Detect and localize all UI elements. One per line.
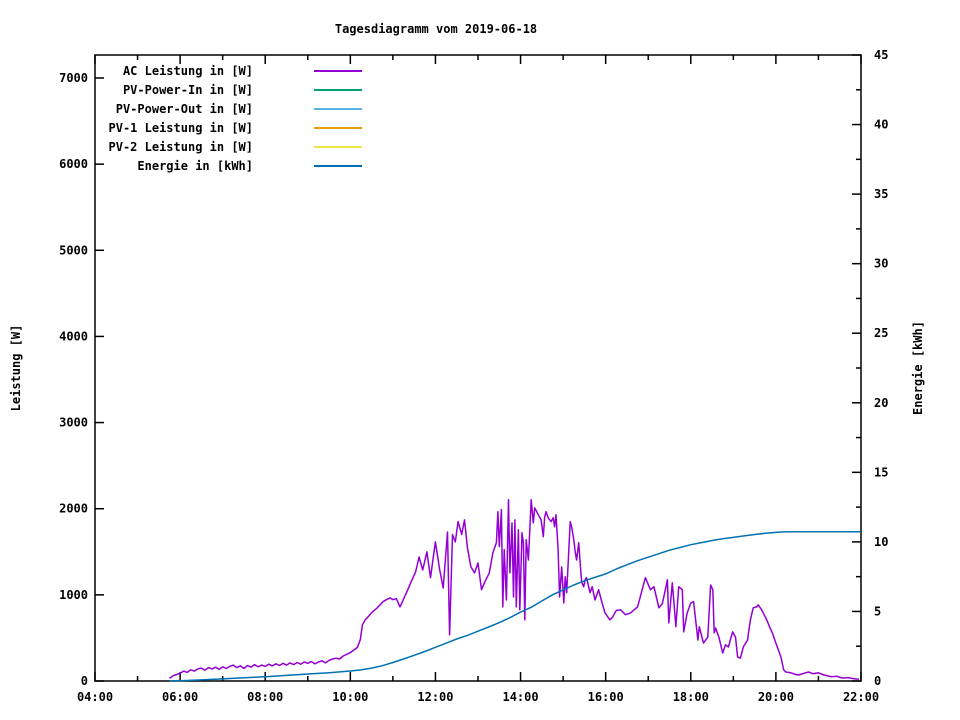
- legend-label: PV-2 Leistung in [W]: [109, 140, 254, 154]
- y2-tick-label: 35: [874, 187, 888, 201]
- x-tick-label: 08:00: [247, 690, 283, 704]
- series-line-energie-in-kwh: [169, 530, 861, 682]
- legend-label: AC Leistung in [W]: [123, 64, 253, 78]
- y2-tick-label: 15: [874, 465, 888, 479]
- x-tick-label: 06:00: [162, 690, 198, 704]
- y2-tick-label: 25: [874, 326, 888, 340]
- x-tick-label: 18:00: [673, 690, 709, 704]
- y-tick-label: 3000: [59, 416, 88, 430]
- y2-tick-label: 0: [874, 674, 881, 688]
- y-tick-label: 2000: [59, 502, 88, 516]
- plot-border: [94, 54, 862, 682]
- y-tick-label: 0: [81, 674, 88, 688]
- legend-label: Energie in [kWh]: [137, 159, 253, 173]
- x-tick-label: 20:00: [758, 690, 794, 704]
- y2-axis-label: Energie [kWh]: [911, 321, 925, 415]
- y2-tick-label: 30: [874, 257, 888, 271]
- x-tick-label: 10:00: [332, 690, 368, 704]
- legend-label: PV-Power-In in [W]: [123, 83, 253, 97]
- x-tick-label: 04:00: [77, 690, 113, 704]
- y-tick-label: 6000: [59, 157, 88, 171]
- x-tick-label: 22:00: [843, 690, 879, 704]
- y2-tick-label: 40: [874, 118, 888, 132]
- y-tick-label: 4000: [59, 329, 88, 343]
- x-tick-label: 12:00: [417, 690, 453, 704]
- y2-tick-label: 5: [874, 604, 881, 618]
- x-tick-label: 16:00: [588, 690, 624, 704]
- y2-tick-label: 20: [874, 396, 888, 410]
- legend-label: PV-Power-Out in [W]: [116, 102, 253, 116]
- x-tick-label: 14:00: [502, 690, 538, 704]
- y2-tick-label: 10: [874, 535, 888, 549]
- legend-label: PV-1 Leistung in [W]: [109, 121, 254, 135]
- y-tick-label: 1000: [59, 588, 88, 602]
- series-line-ac-leistung-in-w: [169, 498, 859, 681]
- y-tick-label: 7000: [59, 71, 88, 85]
- chart-title: Tagesdiagramm vom 2019-06-18: [334, 22, 538, 36]
- y-axis-label: Leistung [W]: [9, 324, 23, 412]
- y-tick-label: 5000: [59, 243, 88, 257]
- y2-tick-label: 45: [874, 48, 888, 62]
